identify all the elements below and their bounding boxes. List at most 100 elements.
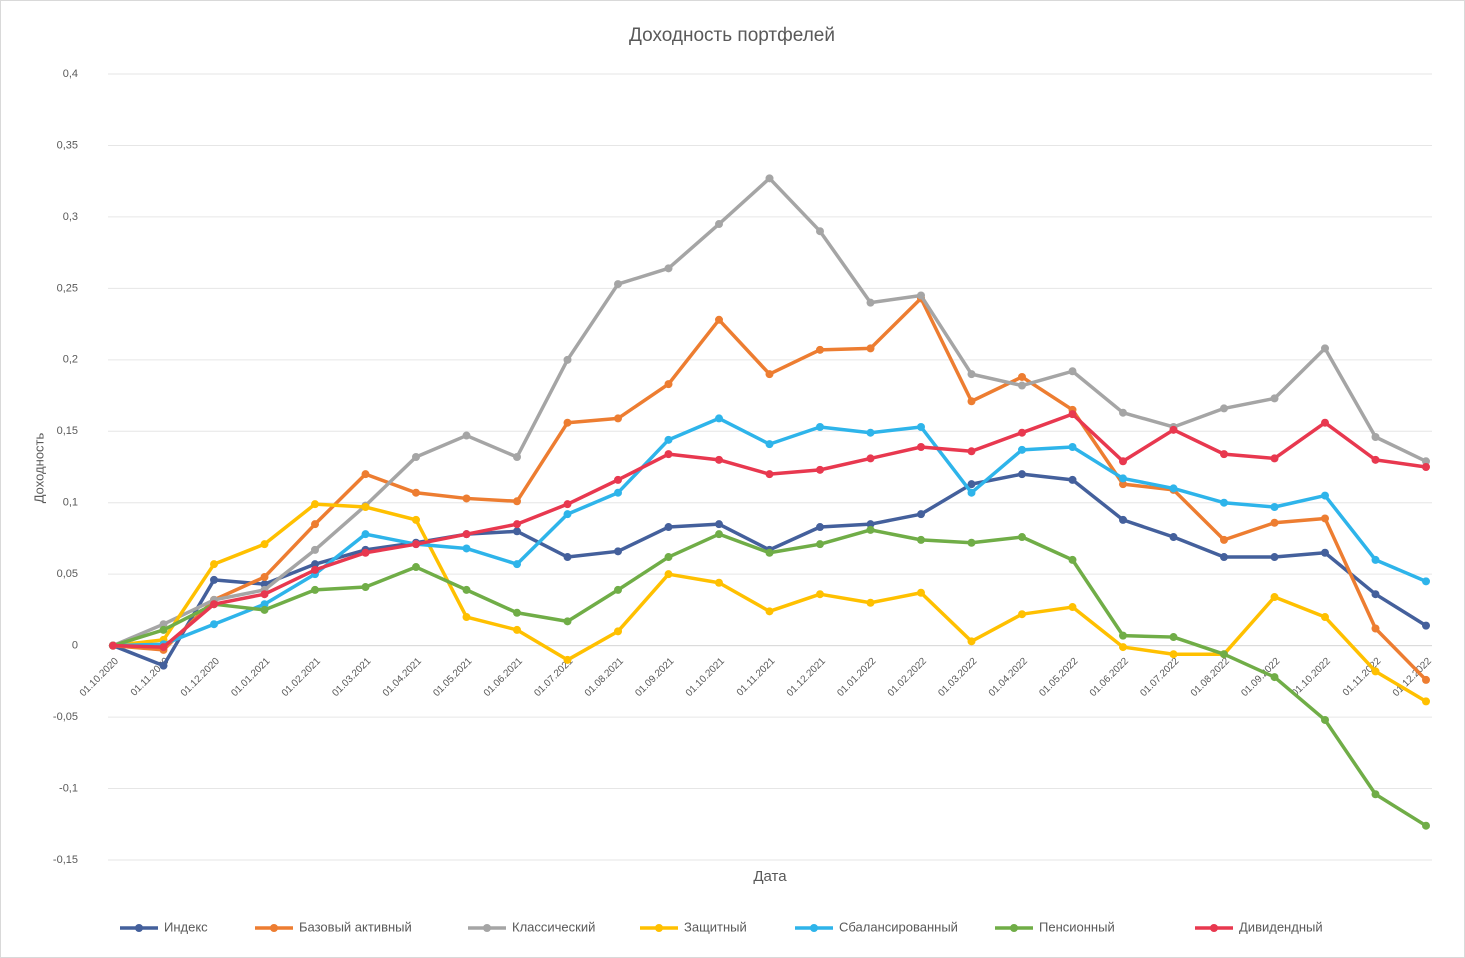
y-tick-label: 0 <box>72 640 78 652</box>
y-tick-label: -0,1 <box>59 782 78 794</box>
point-marker <box>664 450 673 459</box>
point-marker <box>967 637 976 646</box>
point-marker <box>1371 432 1380 441</box>
point-marker <box>260 573 269 582</box>
point-marker <box>967 397 976 406</box>
point-marker <box>816 345 824 354</box>
point-marker <box>614 585 622 594</box>
point-marker <box>917 442 925 451</box>
point-marker <box>1068 367 1077 376</box>
series <box>109 174 1430 830</box>
point-marker <box>260 600 269 609</box>
legend-marker <box>483 924 491 932</box>
point-marker <box>1321 418 1329 427</box>
y-tick-label: 0,05 <box>57 568 78 580</box>
point-marker <box>1169 484 1178 493</box>
point-marker <box>715 315 723 324</box>
point-marker <box>210 575 218 584</box>
point-marker <box>462 494 471 503</box>
point-marker <box>1270 394 1279 403</box>
point-marker <box>311 500 319 509</box>
point-marker <box>1422 821 1430 830</box>
point-marker <box>1119 480 1127 489</box>
point-marker <box>311 560 319 569</box>
point-marker <box>664 553 673 562</box>
point-marker <box>361 548 370 557</box>
point-marker <box>1018 381 1026 390</box>
y-axis-title: Доходность <box>31 433 46 504</box>
point-marker <box>1220 650 1228 659</box>
point-marker <box>1371 590 1380 599</box>
point-marker <box>1220 450 1228 459</box>
point-marker <box>614 414 622 423</box>
point-marker <box>816 227 824 236</box>
point-marker <box>412 540 420 549</box>
legend-marker <box>655 924 663 932</box>
point-marker <box>1371 555 1380 564</box>
point-marker <box>917 535 925 544</box>
point-marker <box>1220 404 1228 413</box>
point-marker <box>1169 533 1178 542</box>
point-marker <box>664 264 673 273</box>
point-marker <box>1371 667 1380 676</box>
point-marker <box>1321 491 1329 500</box>
point-marker <box>1220 498 1228 507</box>
point-marker <box>917 291 925 300</box>
point-marker <box>1371 790 1380 799</box>
point-marker <box>210 600 218 609</box>
point-marker <box>159 625 168 634</box>
point-marker <box>967 447 976 456</box>
point-marker <box>765 174 774 183</box>
point-marker <box>1321 715 1329 724</box>
point-marker <box>361 530 370 539</box>
point-marker <box>715 455 723 464</box>
point-marker <box>1371 455 1380 464</box>
point-marker <box>1321 613 1329 622</box>
legend: Индекс Базовый активный Классический Защитн… <box>120 919 1323 934</box>
point-marker <box>765 548 774 557</box>
legend-label: Классический <box>512 919 595 934</box>
point-marker <box>715 220 723 229</box>
point-marker <box>462 530 471 539</box>
point-marker <box>1270 518 1279 527</box>
point-marker <box>1422 621 1430 630</box>
point-marker <box>1018 470 1026 479</box>
point-marker <box>462 585 471 594</box>
point-marker <box>1422 697 1430 706</box>
point-marker <box>614 280 622 289</box>
point-marker <box>866 525 875 534</box>
point-marker <box>1068 603 1077 612</box>
point-marker <box>109 641 117 650</box>
point-marker <box>715 578 723 587</box>
point-marker <box>715 414 723 423</box>
point-marker <box>563 418 572 427</box>
point-marker <box>1321 548 1329 557</box>
point-marker <box>614 547 622 556</box>
point-marker <box>1220 535 1228 544</box>
point-marker <box>614 488 622 497</box>
point-marker <box>866 344 875 353</box>
y-tick-label: 0,25 <box>57 282 78 294</box>
point-marker <box>664 435 673 444</box>
point-marker <box>1018 372 1026 381</box>
point-marker <box>1321 514 1329 523</box>
point-marker <box>816 422 824 431</box>
point-marker <box>1371 624 1380 633</box>
point-marker <box>159 620 168 629</box>
point-marker <box>513 497 521 506</box>
point-marker <box>462 613 471 622</box>
y-tick-label: 0,15 <box>57 425 78 437</box>
point-marker <box>462 431 471 440</box>
point-marker <box>1068 555 1077 564</box>
point-marker <box>967 370 976 379</box>
point-marker <box>412 563 420 572</box>
point-marker <box>816 540 824 549</box>
point-marker <box>1018 428 1026 437</box>
point-marker <box>1270 503 1279 512</box>
point-marker <box>513 452 521 461</box>
point-marker <box>210 560 218 569</box>
point-marker <box>917 510 925 519</box>
point-marker <box>361 470 370 479</box>
